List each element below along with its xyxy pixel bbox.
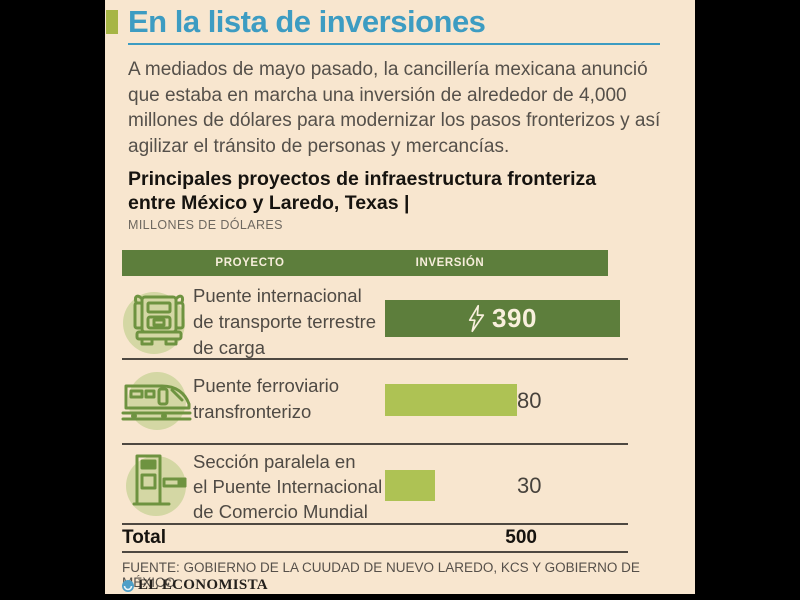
chart-heading-line1: Principales proyectos de infraestructura…: [128, 168, 597, 190]
table-header-bar: PROYECTO INVERSIÓN: [122, 250, 608, 276]
bar-value-row-1: 390: [492, 303, 537, 333]
lightning-icon: [468, 304, 485, 333]
chart-heading: Principales proyectos de infraestructura…: [128, 167, 676, 215]
el-economista-logo-icon: [122, 579, 134, 592]
column-header-project: PROYECTO: [215, 257, 285, 269]
total-divider-bottom: [122, 551, 628, 553]
total-label: Total: [122, 527, 166, 548]
bar-value-row-3: 30: [517, 473, 542, 498]
row-divider: [122, 443, 628, 445]
truck-icon: [133, 294, 185, 346]
chart-units-label: MILLONES DE DÓLARES: [128, 218, 283, 232]
row-label-checkpoint: Sección paralela en el Puente Internacio…: [193, 451, 383, 522]
chart-heading-line2: entre México y Laredo, Texas |: [128, 192, 410, 214]
bar-value-row-2: 80: [517, 388, 542, 413]
column-header-investment: INVERSIÓN: [415, 257, 485, 269]
title-accent-square: [106, 10, 118, 34]
total-divider-top: [122, 523, 628, 525]
row-label-train: Puente ferroviario transfronterizo: [193, 375, 340, 422]
row-label-truck: Puente internacional de transporte terre…: [193, 285, 377, 358]
brand-name: EL ECONOMISTA: [138, 577, 268, 593]
intro-paragraph: A mediados de mayo pasado, la cancillerí…: [128, 59, 661, 157]
source-credit: FUENTE: GOBIERNO DE LA CUUDAD DE NUEVO L…: [122, 560, 640, 590]
bar-row-1: 390: [385, 300, 620, 337]
infographic-panel: En la lista de inversiones A mediados de…: [105, 0, 695, 594]
row-divider: [122, 358, 628, 360]
total-value: 500: [505, 527, 537, 548]
train-icon: [121, 384, 192, 421]
title-underline: [128, 43, 660, 45]
bar-row-3: [385, 470, 435, 501]
brand-row: EL ECONOMISTA: [122, 577, 268, 594]
checkpoint-icon: [132, 454, 187, 506]
bar-row-2: [385, 384, 517, 416]
page-title: En la lista de inversiones: [128, 4, 486, 39]
